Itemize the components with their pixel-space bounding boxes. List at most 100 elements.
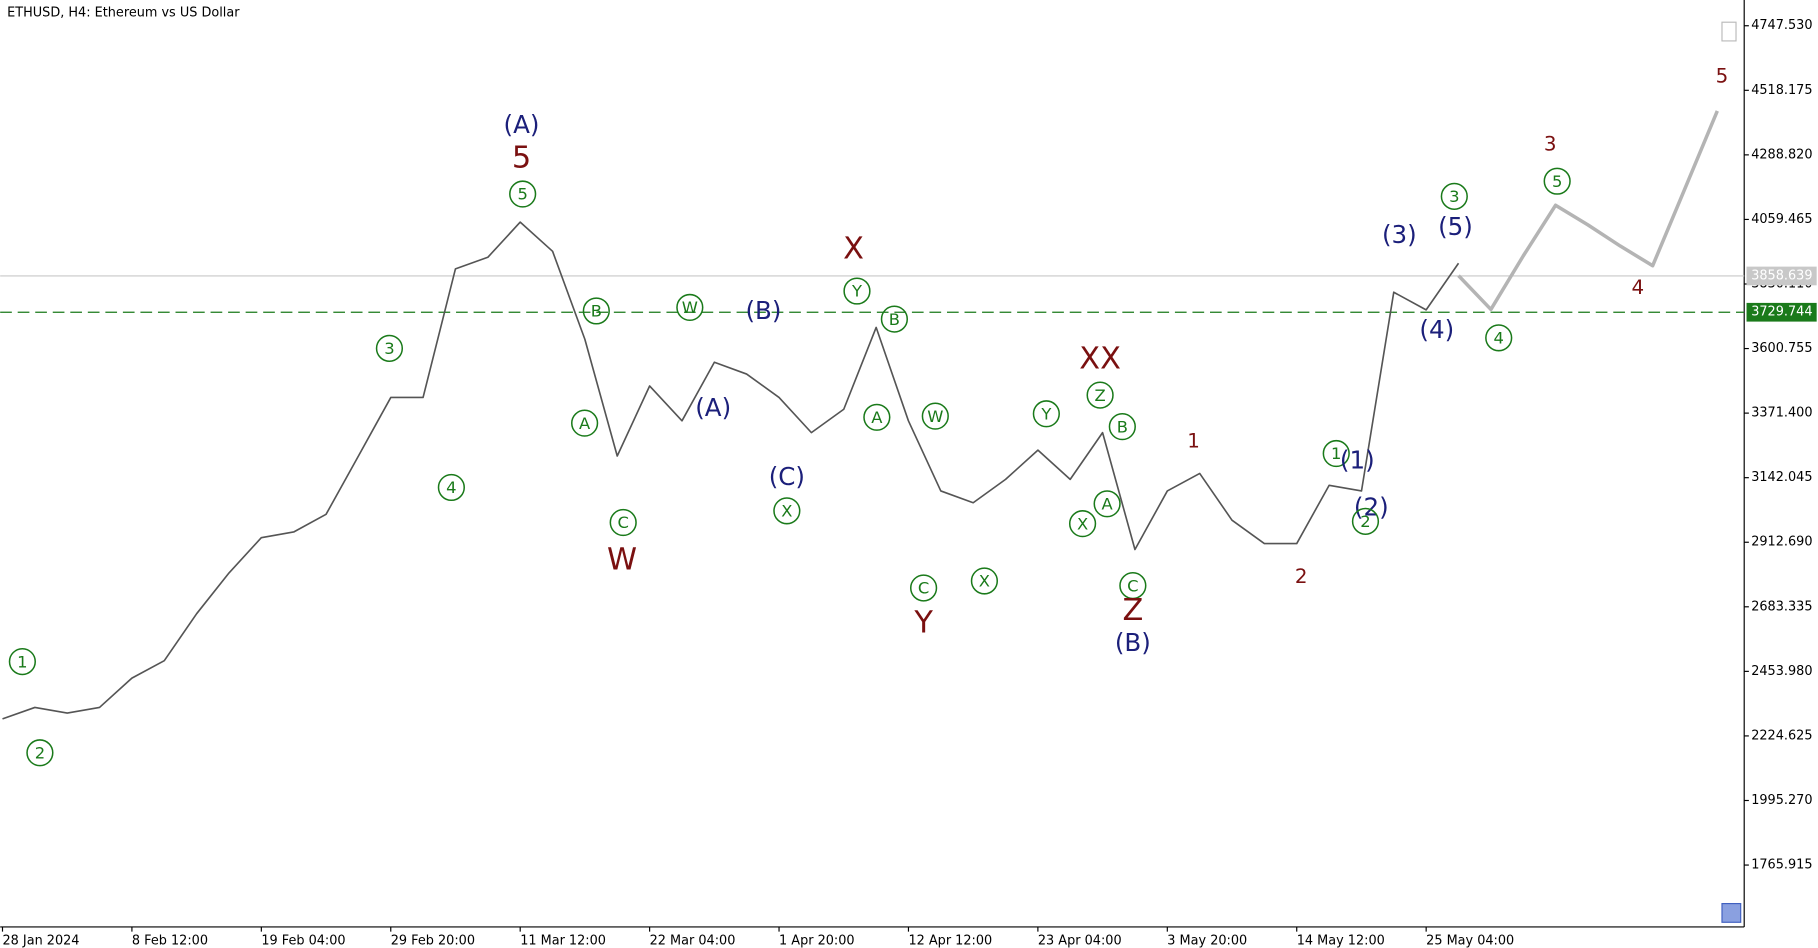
wave-label: W xyxy=(682,298,698,317)
wave-label: (B) xyxy=(1115,628,1151,657)
wave-label: A xyxy=(1102,494,1114,513)
wave-circle xyxy=(1068,510,1097,538)
y-tick-label: 2224.625 xyxy=(1751,728,1812,743)
wave-circle xyxy=(609,508,637,537)
price-label: 3858.639 xyxy=(1751,268,1812,283)
wave-label: A xyxy=(579,414,591,433)
wave-label: (2) xyxy=(1354,492,1389,521)
wave-circle xyxy=(1119,572,1147,600)
wave-circle xyxy=(1322,439,1350,468)
wave-label: 5 xyxy=(517,185,527,204)
wave-circle xyxy=(863,403,891,431)
wave-circle xyxy=(970,567,999,595)
price-line-series xyxy=(1457,110,1719,312)
y-tick-label: 2912.690 xyxy=(1751,535,1812,550)
wave-label: B xyxy=(889,310,900,329)
wave-label: 4 xyxy=(446,478,456,497)
wave-label: (A) xyxy=(504,110,540,139)
wave-label: X xyxy=(979,572,990,591)
wave-circle xyxy=(26,739,54,767)
y-tick-label: 3371.400 xyxy=(1751,406,1812,421)
wave-circle xyxy=(1440,182,1468,210)
wave-label: (1) xyxy=(1340,446,1375,475)
y-tick-label: 4518.175 xyxy=(1751,83,1812,98)
wave-circle xyxy=(1032,400,1060,428)
wave-label: Y xyxy=(1040,404,1052,423)
wave-label: X xyxy=(843,232,864,267)
y-tick-label: 2683.335 xyxy=(1751,599,1812,614)
x-tick-label: 11 Mar 12:00 xyxy=(520,933,606,948)
wave-label: W xyxy=(927,407,943,426)
wave-label: (B) xyxy=(745,296,781,325)
wave-circle xyxy=(1485,324,1513,352)
wave-label: 2 xyxy=(1295,565,1308,588)
wave-label: X xyxy=(781,501,792,520)
wave-label: 5 xyxy=(1716,65,1729,88)
wave-circle xyxy=(1108,413,1136,441)
x-tick-label: 22 Mar 04:00 xyxy=(650,933,736,948)
price-label-box xyxy=(1746,266,1817,286)
x-tick-label: 23 Apr 04:00 xyxy=(1038,933,1122,948)
x-tick-label: 8 Feb 12:00 xyxy=(132,933,208,948)
wave-circle xyxy=(571,409,599,437)
wave-circle xyxy=(773,497,801,525)
wave-circle xyxy=(1093,490,1121,518)
wave-circle xyxy=(843,277,871,305)
wave-label: 4 xyxy=(1494,328,1504,347)
x-tick-label: 1 Apr 20:00 xyxy=(779,933,855,948)
x-tick-label: 14 May 12:00 xyxy=(1297,933,1385,948)
wave-circle xyxy=(1543,167,1571,195)
wave-circle xyxy=(375,334,404,362)
wave-label: (3) xyxy=(1382,220,1417,249)
wave-circle xyxy=(1351,507,1380,535)
toolbar-icon[interactable] xyxy=(1721,21,1737,42)
wave-label: (A) xyxy=(695,393,731,422)
price-label: 3729.744 xyxy=(1751,305,1812,320)
x-tick-label: 12 Apr 12:00 xyxy=(908,933,992,948)
wave-circle xyxy=(582,297,610,325)
price-label-box xyxy=(1746,302,1817,322)
wave-label: 5 xyxy=(1552,172,1562,191)
wave-label: 3 xyxy=(1449,187,1459,206)
wave-label: Z xyxy=(1095,386,1106,405)
wave-circle xyxy=(1086,381,1114,409)
y-tick-label: 3142.045 xyxy=(1751,470,1812,485)
y-tick-label: 4288.820 xyxy=(1751,147,1812,162)
corner-icon[interactable] xyxy=(1721,902,1742,923)
wave-label: C xyxy=(918,579,929,598)
wave-label: (5) xyxy=(1438,212,1473,241)
wave-label: C xyxy=(1127,576,1138,595)
wave-circle xyxy=(909,574,938,602)
y-tick-label: 3600.755 xyxy=(1751,341,1812,356)
wave-label: 2 xyxy=(1360,512,1370,531)
wave-label: B xyxy=(1117,417,1128,436)
x-tick-label: 28 Jan 2024 xyxy=(2,933,79,948)
wave-label: 1 xyxy=(1331,444,1341,463)
y-tick-label: 1765.915 xyxy=(1751,858,1812,873)
wave-label: 5 xyxy=(512,140,531,175)
wave-label: Y xyxy=(913,606,933,641)
chart-title: ETHUSD, H4: Ethereum vs US Dollar xyxy=(7,5,240,20)
wave-circle xyxy=(437,473,465,502)
wave-circle xyxy=(921,402,949,430)
x-tick-label: 19 Feb 04:00 xyxy=(261,933,345,948)
wave-label: B xyxy=(591,302,602,321)
y-tick-label: 4059.465 xyxy=(1751,212,1812,227)
wave-label: 3 xyxy=(1544,132,1557,155)
wave-label: (C) xyxy=(769,462,805,491)
wave-circle xyxy=(880,305,909,333)
x-tick-label: 29 Feb 20:00 xyxy=(391,933,475,948)
wave-label: 4 xyxy=(1632,276,1645,299)
wave-circle xyxy=(509,180,537,208)
y-tick-label: 2453.980 xyxy=(1751,664,1812,679)
wave-label: 1 xyxy=(1187,429,1200,452)
wave-label: X xyxy=(1077,514,1088,533)
x-tick-label: 25 May 04:00 xyxy=(1426,933,1514,948)
wave-label: Z xyxy=(1122,593,1143,628)
wave-label: C xyxy=(617,513,628,532)
price-line-series xyxy=(2,221,1460,720)
y-tick-label: 4747.530 xyxy=(1751,18,1812,33)
y-tick-label: 1995.270 xyxy=(1751,793,1812,808)
